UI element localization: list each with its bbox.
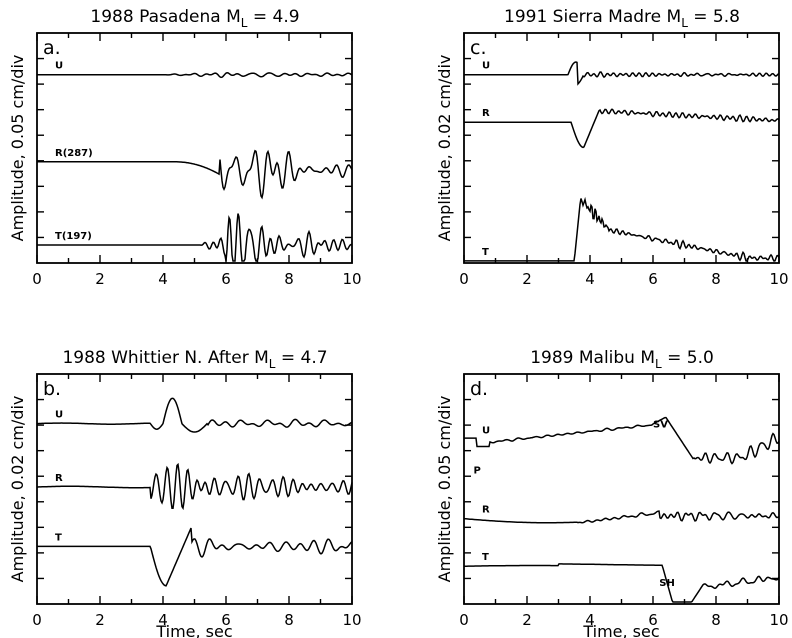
x-tick-label: 4 <box>158 611 168 629</box>
chart-panel-4: 1989 Malibu ML = 5.0 d. Amplitude, 0.05 cm… <box>435 348 789 638</box>
trace-label: R <box>482 108 490 119</box>
trace-label: T(197) <box>55 231 92 242</box>
chart-title: 1988 Pasadena ML = 4.9 <box>90 7 299 30</box>
trace-label: R <box>482 505 490 516</box>
chart-panel-1: 1988 Pasadena ML = 4.9 a. Amplitude, 0.05 … <box>8 7 362 288</box>
x-tick-label: 6 <box>221 611 231 629</box>
chart-title-main: 1989 Malibu M <box>530 348 655 368</box>
chart-title-rest: = 4.9 <box>247 7 299 27</box>
x-tick-label: 2 <box>95 270 105 288</box>
chart-title-main: 1991 Sierra Madre M <box>504 7 681 27</box>
chart-panel-3: 1988 Whittier N. After ML = 4.7b.Amplitu… <box>8 348 362 638</box>
trace-label: T <box>482 552 489 563</box>
x-tick-label: 8 <box>711 270 721 288</box>
trace-u <box>464 61 780 86</box>
y-axis-label: Amplitude, 0.05 cm/div <box>435 396 454 583</box>
plot-frame <box>463 32 780 264</box>
trace-label: T <box>482 247 489 258</box>
x-tick-label: 4 <box>585 270 595 288</box>
chart-title-rest: = 5.8 <box>688 7 740 27</box>
chart-title-rest: = 5.0 <box>662 348 714 368</box>
y-axis-label: Amplitude, 0.05 cm/div <box>8 55 27 242</box>
y-axis-label: Amplitude, 0.02 cm/div <box>8 396 27 583</box>
chart-title-sub: L <box>681 16 688 30</box>
x-tick-label: 4 <box>585 611 595 629</box>
x-tick-label: 8 <box>284 270 294 288</box>
chart-title-main: 1988 Pasadena M <box>90 7 240 27</box>
trace-label: T <box>55 532 62 543</box>
chart-title: 1989 Malibu ML = 5.0 <box>530 348 714 371</box>
x-tick-label: 8 <box>711 611 721 629</box>
trace-r <box>37 462 353 511</box>
trace-label: R <box>55 473 63 484</box>
x-tick-label: 6 <box>221 270 231 288</box>
trace-t <box>464 196 780 262</box>
trace-label: U <box>482 61 490 72</box>
panel-label: a. <box>43 37 61 59</box>
y-axis-label: Amplitude, 0.02 cm/div <box>435 55 454 242</box>
chart-title: 1991 Sierra Madre ML = 5.8 <box>504 7 740 30</box>
trace-u <box>37 397 353 433</box>
x-tick-label: 10 <box>769 270 788 288</box>
chart-title-sub: L <box>655 357 662 371</box>
trace-r <box>464 108 780 149</box>
phase-label: P <box>473 465 480 476</box>
chart-title-main: 1988 Whittier N. After M <box>62 348 268 368</box>
panel-label: b. <box>43 378 61 400</box>
x-axis-label: Time, sec <box>155 622 232 638</box>
x-tick-label: 0 <box>459 270 469 288</box>
trace-label: U <box>55 61 63 72</box>
x-tick-label: 8 <box>284 611 294 629</box>
chart-title-sub: L <box>241 16 248 30</box>
x-tick-label: 2 <box>522 270 532 288</box>
trace-label: R(287) <box>55 148 93 159</box>
x-tick-label: 6 <box>648 270 658 288</box>
x-tick-label: 10 <box>342 611 361 629</box>
x-tick-label: 6 <box>648 611 658 629</box>
trace-t197 <box>37 213 353 262</box>
trace-t <box>464 563 780 603</box>
x-tick-label: 2 <box>522 611 532 629</box>
chart-title-rest: = 4.7 <box>275 348 327 368</box>
x-tick-label: 10 <box>342 270 361 288</box>
x-tick-label: 0 <box>459 611 469 629</box>
trace-r <box>463 510 780 524</box>
chart-panel-2: 1991 Sierra Madre ML = 5.8 c. Amplitude, 0… <box>435 7 789 288</box>
x-tick-label: 4 <box>158 270 168 288</box>
trace-t <box>37 527 353 587</box>
x-tick-label: 2 <box>95 611 105 629</box>
phase-label: SH <box>659 578 675 589</box>
trace-u <box>464 416 780 465</box>
trace-u <box>37 72 353 79</box>
chart-title: 1988 Whittier N. After ML = 4.7 <box>62 348 327 371</box>
x-tick-label: 10 <box>769 611 788 629</box>
trace-label: U <box>482 425 490 436</box>
chart-title-sub: L <box>269 357 276 371</box>
phase-label: SV <box>653 419 668 430</box>
x-tick-label: 0 <box>32 270 42 288</box>
x-tick-label: 0 <box>32 611 42 629</box>
plot-frame <box>463 373 780 605</box>
panel-label: c. <box>470 37 487 59</box>
trace-r287 <box>37 149 353 200</box>
x-axis-label: Time, sec <box>582 622 659 638</box>
panel-label: d. <box>470 378 488 400</box>
trace-label: U <box>55 410 63 421</box>
